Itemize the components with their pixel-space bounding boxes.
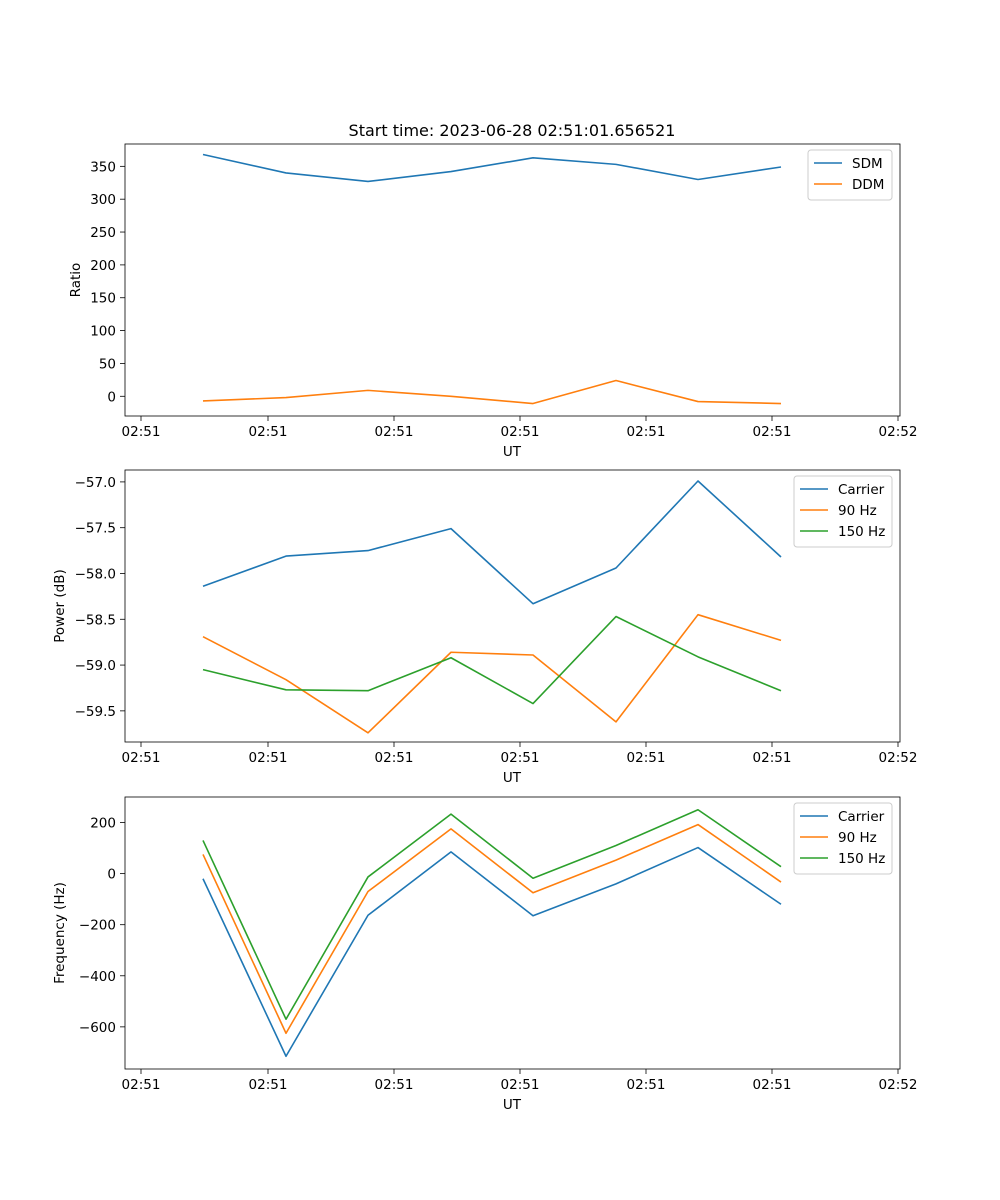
legend-box bbox=[793, 802, 893, 875]
legend-label: DDM bbox=[852, 177, 884, 193]
legend-label: Carrier bbox=[838, 809, 885, 825]
x-tick-label: 02:51 bbox=[627, 1077, 666, 1093]
x-tick-label: 02:51 bbox=[249, 1077, 288, 1093]
x-tick-label: 02:51 bbox=[375, 424, 414, 440]
x-tick-label: 02:51 bbox=[122, 750, 161, 766]
legend-label: Carrier bbox=[838, 482, 885, 498]
axes-frame bbox=[124, 469, 901, 743]
legend: Carrier 90 Hz 150 Hz bbox=[793, 802, 893, 875]
y-tick-label: 250 bbox=[90, 225, 116, 241]
y-tick-label: −400 bbox=[79, 969, 116, 985]
series-line-150-hz bbox=[202, 808, 782, 1021]
series-line-ddm bbox=[202, 379, 782, 405]
x-tick-label: 02:51 bbox=[753, 424, 792, 440]
y-tick-label: 0 bbox=[107, 389, 116, 405]
y-tick-label: −58.5 bbox=[75, 612, 116, 628]
series-line-carrier bbox=[202, 480, 782, 605]
legend-box bbox=[793, 475, 893, 548]
x-tick-label: 02:51 bbox=[501, 424, 540, 440]
y-tick-label: 200 bbox=[90, 258, 116, 274]
x-axis-label: UT bbox=[503, 444, 522, 460]
legend-label: SDM bbox=[852, 156, 883, 172]
legend: SDM DDM bbox=[807, 149, 893, 201]
x-tick-label: 02:51 bbox=[627, 750, 666, 766]
series-line-carrier bbox=[202, 846, 782, 1058]
y-tick-label: −59.0 bbox=[75, 658, 116, 674]
x-axis-label: UT bbox=[503, 1097, 522, 1113]
x-tick-label: 02:51 bbox=[122, 1077, 161, 1093]
y-tick-label: 0 bbox=[107, 867, 116, 883]
legend-label: 150 Hz bbox=[838, 524, 885, 540]
x-tick-label: 02:51 bbox=[375, 1077, 414, 1093]
subplot-1: 02:51 02:51 02:51 02:51 02:51 02:51 02:52 0 50 10… bbox=[68, 143, 918, 460]
chart-title: Start time: 2023-06-28 02:51:01.656521 bbox=[349, 121, 676, 140]
y-tick-label: 150 bbox=[90, 291, 116, 307]
axes-frame bbox=[124, 796, 901, 1070]
x-tick-label: 02:51 bbox=[501, 750, 540, 766]
x-tick-label: 02:52 bbox=[879, 1077, 918, 1093]
y-tick-label: 200 bbox=[90, 816, 116, 832]
y-tick-label: 100 bbox=[90, 324, 116, 340]
legend: Carrier 90 Hz 150 Hz bbox=[793, 475, 893, 548]
y-tick-label: −600 bbox=[79, 1020, 116, 1036]
y-axis-label: Ratio bbox=[68, 263, 84, 298]
y-tick-label: −57.5 bbox=[75, 521, 116, 537]
y-tick-label: −59.5 bbox=[75, 704, 116, 720]
series-line-sdm bbox=[202, 153, 782, 183]
series-line-150-hz bbox=[202, 615, 782, 705]
plots: 02:51 02:51 02:51 02:51 02:51 02:51 02:52 0 50 10… bbox=[52, 143, 918, 1113]
x-tick-label: 02:51 bbox=[753, 1077, 792, 1093]
legend-label: 90 Hz bbox=[838, 830, 877, 846]
subplot-3: 02:51 02:51 02:51 02:51 02:51 02:51 02:52 −600 −… bbox=[52, 796, 918, 1113]
x-tick-label: 02:51 bbox=[501, 1077, 540, 1093]
y-axis-label: Frequency (Hz) bbox=[52, 882, 68, 984]
legend-label: 90 Hz bbox=[838, 503, 877, 519]
y-tick-label: 350 bbox=[90, 159, 116, 175]
x-tick-label: 02:51 bbox=[375, 750, 414, 766]
x-tick-label: 02:51 bbox=[753, 750, 792, 766]
legend-label: 150 Hz bbox=[838, 851, 885, 867]
y-axis-label: Power (dB) bbox=[52, 569, 68, 642]
y-tick-label: 300 bbox=[90, 192, 116, 208]
x-tick-label: 02:51 bbox=[249, 750, 288, 766]
x-tick-label: 02:52 bbox=[879, 750, 918, 766]
axes-frame bbox=[124, 143, 901, 417]
x-tick-label: 02:51 bbox=[627, 424, 666, 440]
y-tick-label: 50 bbox=[99, 356, 116, 372]
y-tick-label: −58.0 bbox=[75, 566, 116, 582]
x-tick-label: 02:51 bbox=[249, 424, 288, 440]
subplot-2: 02:51 02:51 02:51 02:51 02:51 02:51 02:52 −59.5… bbox=[52, 469, 918, 786]
y-tick-label: −57.0 bbox=[75, 475, 116, 491]
x-tick-label: 02:51 bbox=[122, 424, 161, 440]
series-line-90-hz bbox=[202, 613, 782, 734]
y-tick-label: −200 bbox=[79, 918, 116, 934]
series-line-90-hz bbox=[202, 823, 782, 1035]
x-tick-label: 02:52 bbox=[879, 424, 918, 440]
x-axis-label: UT bbox=[503, 770, 522, 786]
